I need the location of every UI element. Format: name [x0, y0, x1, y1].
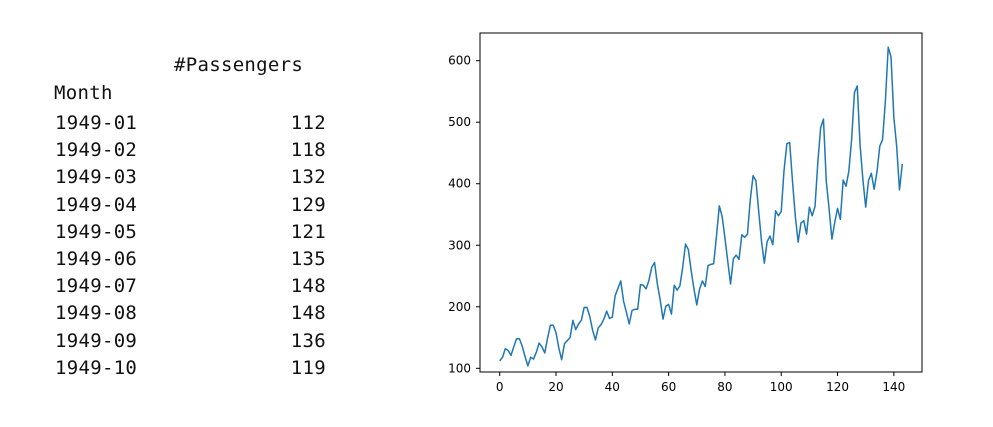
plot-frame — [479, 32, 923, 373]
passengers-cell: 135 — [290, 247, 326, 270]
table-row: 1949-08 148 — [40, 302, 340, 329]
y-tick-label: 500 — [448, 115, 471, 129]
passengers-cell: 148 — [290, 275, 326, 298]
x-tick-label: 140 — [882, 380, 905, 394]
passengers-cell: 121 — [290, 220, 326, 243]
table-rows: 1949-01 112 1949-02 118 1949-03 132 1949-04 129… — [40, 112, 340, 384]
x-tick-label: 60 — [661, 380, 676, 394]
month-cell: 1949-07 — [55, 275, 138, 298]
passengers-cell: 119 — [290, 356, 326, 379]
table-row: 1949-03 132 — [40, 166, 340, 193]
month-cell: 1949-06 — [55, 247, 138, 270]
table-row: 1949-09 136 — [40, 330, 340, 357]
month-cell: 1949-04 — [55, 193, 138, 216]
passengers-cell: 136 — [290, 329, 326, 352]
month-cell: 1949-02 — [55, 139, 138, 162]
y-tick-label: 400 — [448, 177, 471, 191]
x-tick-label: 100 — [770, 380, 793, 394]
table-row: 1949-01 112 — [40, 112, 340, 139]
series-line — [499, 46, 904, 367]
month-cell: 1949-03 — [55, 166, 138, 189]
x-tick-label: 40 — [605, 380, 620, 394]
x-tick-label: 20 — [548, 380, 563, 394]
table-row: 1949-04 129 — [40, 194, 340, 221]
passengers-cell: 148 — [290, 302, 326, 325]
passengers-cell: 129 — [290, 193, 326, 216]
month-cell: 1949-09 — [55, 329, 138, 352]
y-tick-label: 100 — [448, 361, 471, 375]
month-cell: 1949-08 — [55, 302, 138, 325]
table-row: 1949-02 118 — [40, 139, 340, 166]
line-chart: 0 20 40 60 80 100 120 140 100 200 300 400 500 600 — [425, 20, 945, 410]
x-tick-label: 120 — [826, 380, 849, 394]
x-tick-label: 0 — [496, 380, 504, 394]
table-row: 1949-10 119 — [40, 357, 340, 384]
y-tick-label: 200 — [448, 300, 471, 314]
table-row: 1949-06 135 — [40, 248, 340, 275]
y-tick-label: 300 — [448, 238, 471, 252]
table-row: 1949-05 121 — [40, 221, 340, 248]
chart-svg: 0 20 40 60 80 100 120 140 100 200 300 400 500 600 — [448, 32, 923, 394]
month-cell: 1949-05 — [55, 220, 138, 243]
index-name: Month — [54, 82, 113, 104]
y-tick-label: 600 — [448, 54, 471, 68]
passengers-cell: 112 — [290, 112, 326, 134]
column-header: #Passengers — [174, 54, 304, 76]
x-tick-label: 80 — [717, 380, 732, 394]
table-row: 1949-07 148 — [40, 275, 340, 302]
month-cell: 1949-10 — [55, 356, 138, 379]
month-cell: 1949-01 — [55, 112, 138, 134]
passengers-cell: 118 — [290, 139, 326, 162]
passengers-cell: 132 — [290, 166, 326, 189]
